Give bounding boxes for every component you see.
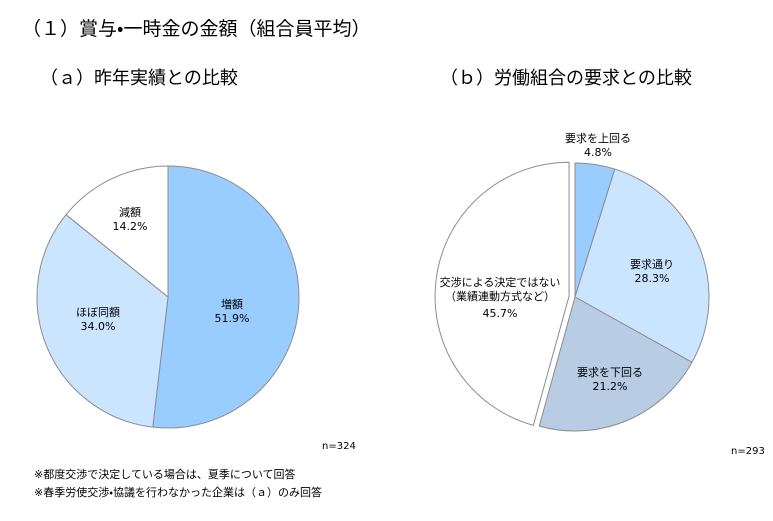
pie-slice [65,165,169,299]
pie-slice [36,213,169,428]
footnote: ※春季労使交渉・協議を行わなかった企業は（ａ）のみ回答 [34,486,322,499]
pie-slice [538,296,693,432]
slice-label: 要求を下回る [577,366,643,379]
footnote: ※都度交渉で決定している場合は、夏季について回答 [34,468,296,481]
slice-value: 4.8% [584,146,612,159]
slice-value: 45.7% [482,307,518,320]
slice-label: 要求通り [630,258,674,271]
slice-value: 51.9% [214,312,250,325]
pie-slice [434,161,570,426]
pie-slice [574,168,710,363]
slice-label: 交渉による決定ではない （業績連動方式など） [439,275,561,303]
slice-label: 減額 [119,206,141,219]
pie-slice [152,165,300,429]
slice-label: 要求を上回る [565,132,631,145]
slice-label: 増額 [221,298,243,311]
annotation: n=293 [731,446,765,457]
slice-label: ほぼ同額 [76,306,120,319]
slice-value: 34.0% [80,320,116,333]
annotation: n=324 [322,441,356,452]
slice-value: 21.2% [592,380,628,393]
slice-value: 14.2% [112,220,148,233]
slice-value: 28.3% [634,272,670,285]
page-title: （１）賞与・一時金の金額（組合員平均） [22,18,371,40]
chart-title: （ａ）昨年実績との比較 [40,68,238,89]
chart-title: （ｂ）労働組合の要求との比較 [440,68,692,89]
